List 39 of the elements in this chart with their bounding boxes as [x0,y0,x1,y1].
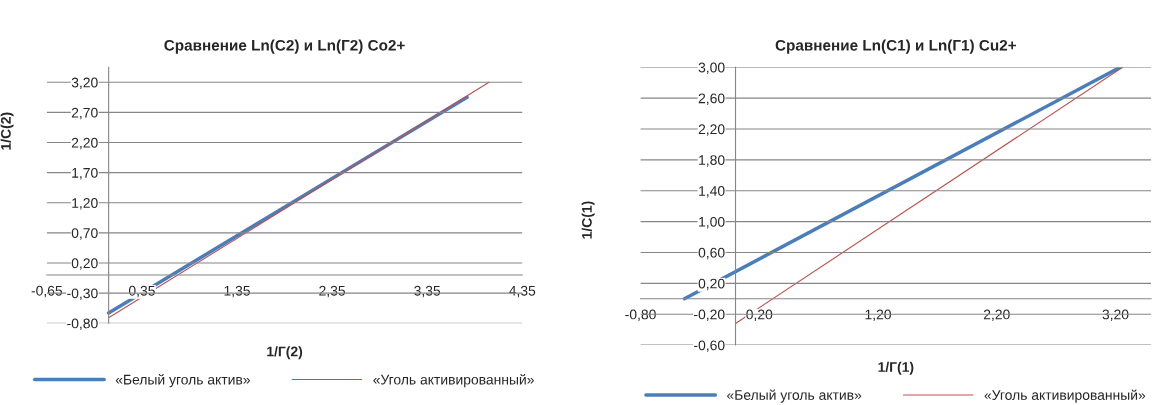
x-tick-label: -0,65 [31,285,63,298]
x-tick-label: 1,35 [224,285,250,298]
y-tick-label: 0,70 [71,228,98,240]
y-axis-title: 1/C(2) [0,112,14,150]
y-tick-label: -0,60 [694,340,725,352]
y-tick-label: 2,20 [71,137,98,150]
x-axis-title: 1/Г(1) [878,361,914,375]
y-tick-label: 2,60 [698,93,725,105]
y-axis-title: 1/C(1) [581,201,595,239]
y-tick-label: -0,20 [694,309,725,321]
y-tick-label: -0,80 [67,318,98,330]
y-tick-label: 1,00 [699,216,725,229]
x-tick-label: 2,35 [319,285,346,298]
x-tick-label: 1,20 [865,309,891,322]
y-tick-label: 1,40 [699,186,725,198]
x-tick-label: 0,35 [128,285,155,298]
x-axis-title: 1/Г(2) [267,346,303,360]
x-tick-label: 2,20 [983,309,1010,322]
x-tick-label: 3,35 [414,285,441,298]
y-tick-label: 1,70 [72,167,98,180]
legend-label: «Белый уголь актив» [115,374,250,388]
legend-label: «Уголь активированный» [984,389,1146,403]
chart-title: Сравнение Ln(C1) и Ln(Г1) Cu2+ [775,39,1017,54]
x-tick-label: 0,20 [746,309,773,322]
y-tick-label: 2,70 [71,107,98,120]
chart-title: Сравнение Ln(C2) и Ln(Г2) Co2+ [164,39,405,54]
legend-label: «Белый уголь актив» [727,389,862,403]
y-tick-label: 3,20 [71,77,98,90]
y-tick-label: 0,60 [698,247,725,260]
y-tick-label: 2,20 [698,124,725,136]
x-tick-label: 4,35 [509,285,536,298]
x-tick-label: -0,80 [625,309,656,322]
x-tick-label: 3,20 [1102,309,1129,322]
y-tick-label: 3,00 [698,62,725,75]
y-tick-label: 0,20 [71,258,98,270]
y-tick-label: 1,80 [699,155,725,167]
y-tick-label: -0,30 [67,288,98,300]
y-tick-label: 1,20 [72,198,98,210]
legend-label: «Уголь активированный» [373,374,534,388]
